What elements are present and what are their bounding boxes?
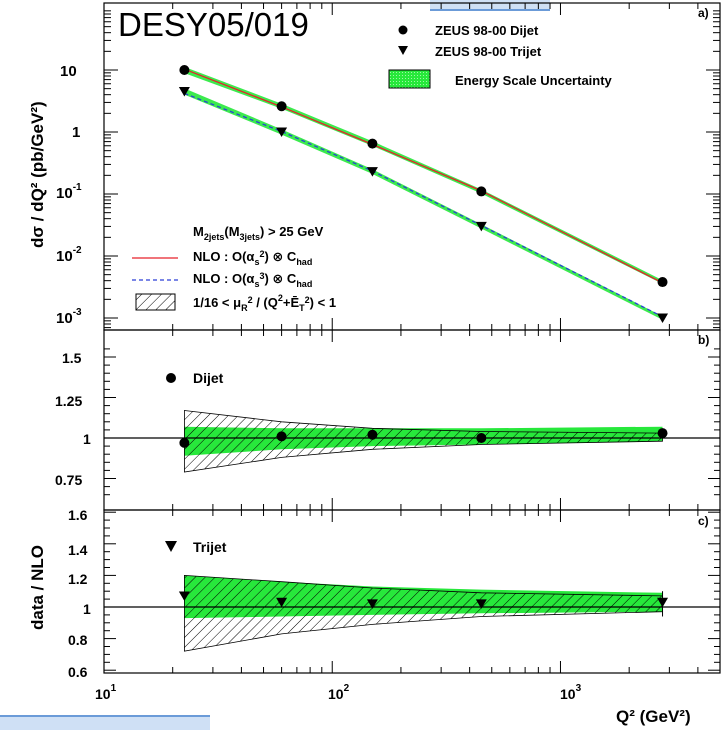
legend-energy-scale-swatch bbox=[388, 69, 431, 89]
nlo-as2-curve bbox=[184, 68, 663, 284]
legend-energy-scale-label: Energy Scale Uncertainty bbox=[455, 73, 613, 88]
xtick-100: 102 bbox=[328, 683, 350, 702]
ytick-c-0p6: 0.6 bbox=[68, 664, 88, 680]
axis-ticks bbox=[103, 3, 721, 673]
dijet-xsec-point bbox=[657, 277, 668, 288]
dijet-xsec-point bbox=[476, 186, 487, 197]
ytick-a-0p001: 10-3 bbox=[56, 307, 82, 327]
legend-dijet-label: ZEUS 98-00 Dijet bbox=[435, 23, 539, 38]
ytick-a-0p1: 10-1 bbox=[56, 182, 82, 202]
trijet-ratio-point bbox=[178, 591, 190, 601]
trijet-ratio-point bbox=[475, 599, 487, 609]
legend-scale-swatch bbox=[135, 293, 176, 311]
trijet-xsec-point bbox=[475, 221, 487, 232]
panel-c-bands bbox=[184, 574, 663, 652]
ytick-b-1p5: 1.5 bbox=[62, 350, 82, 366]
trijet-xsec-point bbox=[178, 87, 190, 97]
trijet-panel-marker bbox=[165, 541, 177, 552]
legend-nlo-as2-label: NLO : O(αs2) ⊗ Chad bbox=[193, 249, 312, 267]
panel-b-bands bbox=[184, 410, 663, 473]
legend-scale-label: 1/16 < μR2 / (Q2+ĒT2) < 1 bbox=[193, 293, 336, 313]
trijet-xsec-point bbox=[276, 127, 288, 137]
desy-report-number: DESY05/019 bbox=[118, 6, 309, 43]
trijet-xsec-point bbox=[366, 167, 378, 177]
trijet-ratio-point bbox=[276, 597, 288, 608]
panel-c-label: c) bbox=[698, 514, 709, 528]
panel-c-scale-band bbox=[184, 574, 663, 652]
ytick-a-10: 10 bbox=[60, 63, 77, 80]
dijet-panel-label: Dijet bbox=[193, 370, 224, 386]
legend-nlo-as3-label: NLO : O(αs3) ⊗ Chad bbox=[193, 271, 312, 289]
ytick-b-0p75: 0.75 bbox=[55, 472, 82, 488]
dijet-xsec-point bbox=[367, 138, 378, 149]
dijet-ratio-point bbox=[367, 429, 378, 440]
ytick-a-1: 1 bbox=[72, 124, 80, 141]
ratio-ylabel: data / NLO bbox=[28, 545, 47, 630]
xtick-1000: 103 bbox=[560, 683, 582, 702]
mass-cut-text: M2jets(M3jets) > 25 GeV bbox=[193, 224, 324, 242]
ytick-c-0p8: 0.8 bbox=[68, 632, 88, 648]
panel-b-scale-band bbox=[184, 410, 663, 473]
legend-trijet-marker bbox=[398, 46, 408, 55]
window-bottom-strip bbox=[0, 715, 210, 730]
panel-b-label: b) bbox=[698, 333, 709, 347]
ytick-b-1: 1 bbox=[83, 431, 91, 447]
ytick-a-0p01: 10-2 bbox=[56, 245, 82, 265]
dijet-panel-marker bbox=[166, 373, 176, 383]
trijet-ratio-point bbox=[366, 599, 378, 609]
dijet-xsec-point bbox=[179, 65, 190, 75]
legend-dijet-marker bbox=[398, 25, 408, 35]
dijet-xsec-point bbox=[276, 101, 287, 112]
legend-trijet-label: ZEUS 98-00 Trijet bbox=[435, 44, 542, 59]
ytick-c-1p2: 1.2 bbox=[68, 571, 88, 587]
energy-scale-band-dijet bbox=[184, 66, 663, 284]
dijet-ratio-point bbox=[179, 437, 190, 448]
panel-a-ylabel: dσ / dQ² (pb/GeV²) bbox=[28, 101, 47, 248]
xtick-10: 101 bbox=[95, 683, 117, 702]
window-top-strip bbox=[430, 0, 550, 11]
ytick-c-1p4: 1.4 bbox=[68, 542, 88, 558]
ytick-c-1p6: 1.6 bbox=[68, 507, 88, 523]
data-points bbox=[178, 65, 669, 617]
x-axis-label: Q² (GeV²) bbox=[616, 707, 691, 726]
dijet-ratio-point bbox=[276, 431, 287, 442]
ytick-b-1p25: 1.25 bbox=[55, 393, 82, 409]
dijet-ratio-point bbox=[657, 428, 668, 439]
trijet-xsec-point bbox=[657, 313, 669, 323]
ytick-c-1: 1 bbox=[83, 601, 91, 617]
panel-a-label: a) bbox=[698, 6, 709, 20]
trijet-panel-label: Trijet bbox=[193, 539, 227, 555]
